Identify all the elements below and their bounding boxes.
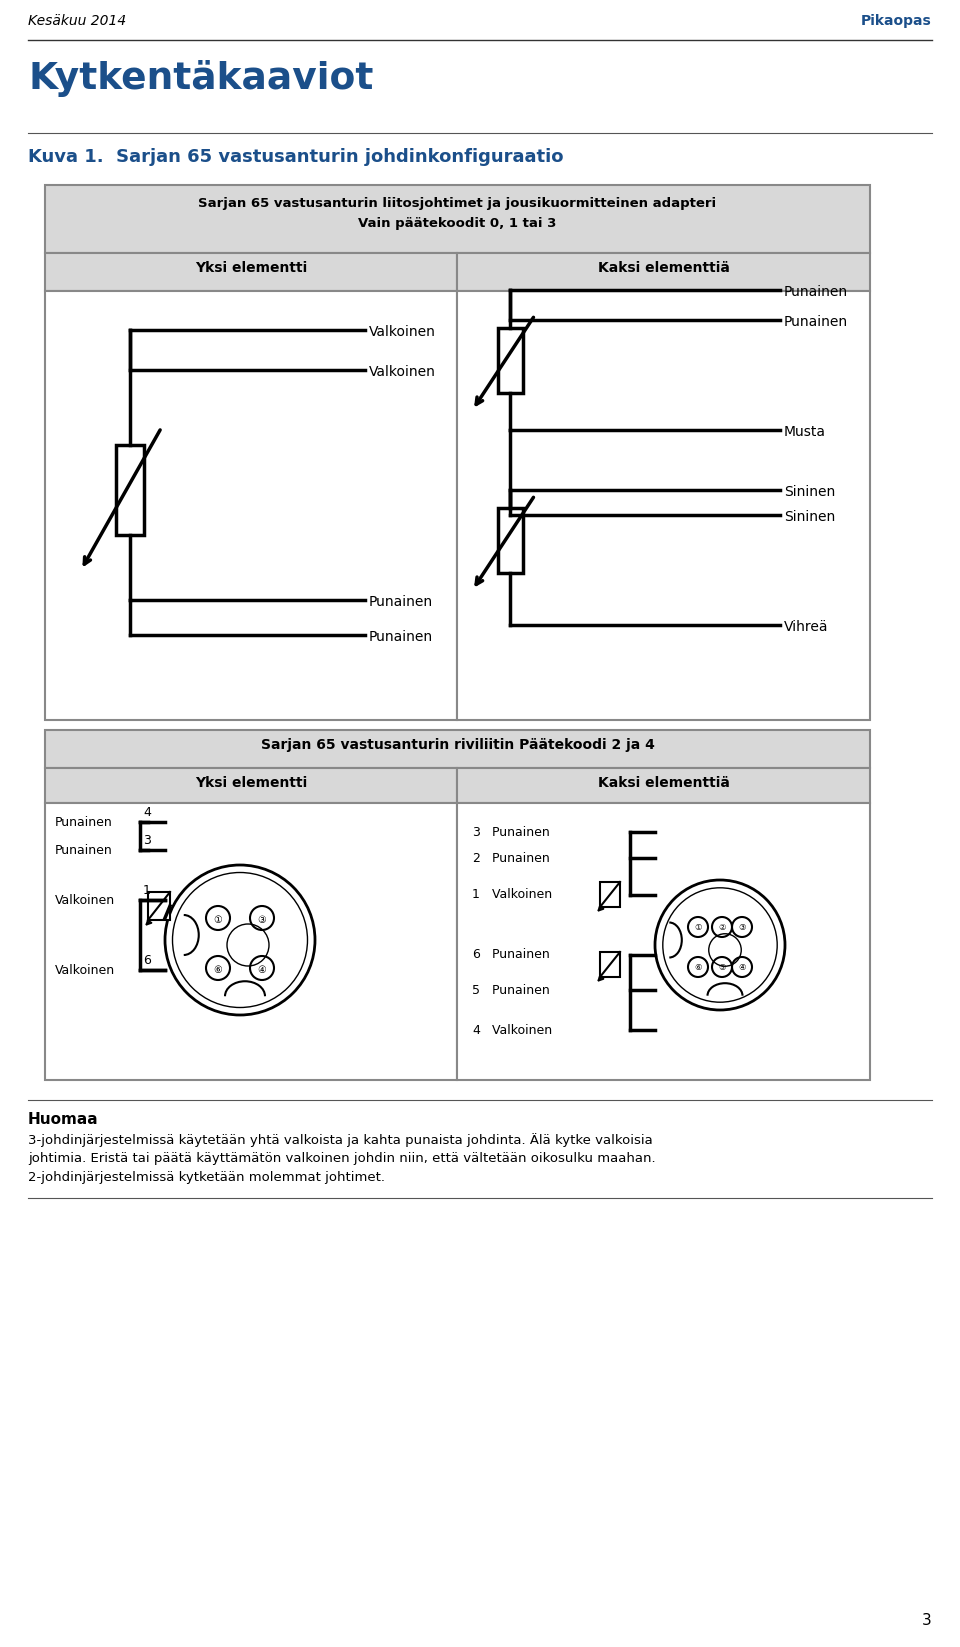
Text: Punainen: Punainen bbox=[484, 825, 550, 838]
Text: Huomaa: Huomaa bbox=[28, 1112, 99, 1127]
Text: johtimia. Eristä tai päätä käyttämätön valkoinen johdin niin, että vältetään oik: johtimia. Eristä tai päätä käyttämätön v… bbox=[28, 1151, 656, 1164]
Bar bbox=[457, 804, 870, 1080]
Text: Valkoinen: Valkoinen bbox=[55, 965, 115, 978]
Text: 2-johdinjärjestelmissä kytketään molemmat johtimet.: 2-johdinjärjestelmissä kytketään molemma… bbox=[28, 1171, 385, 1184]
Text: 3: 3 bbox=[472, 825, 480, 838]
Text: 1: 1 bbox=[472, 888, 480, 901]
Text: Yksi elementti: Yksi elementti bbox=[195, 776, 307, 791]
Bar bbox=[45, 730, 870, 768]
Text: 5: 5 bbox=[472, 983, 480, 996]
Text: Kaksi elementtiä: Kaksi elementtiä bbox=[597, 776, 730, 791]
Bar bbox=[116, 445, 144, 535]
Text: Valkoinen: Valkoinen bbox=[369, 366, 436, 379]
Bar bbox=[45, 184, 870, 254]
Text: ⑤: ⑤ bbox=[718, 963, 726, 972]
Text: ③: ③ bbox=[738, 924, 746, 932]
Bar bbox=[497, 328, 522, 392]
Text: Punainen: Punainen bbox=[55, 817, 112, 830]
Text: 4: 4 bbox=[143, 807, 151, 820]
Text: Sarjan 65 vastusanturin liitosjohtimet ja jousikuormitteinen adapteri: Sarjan 65 vastusanturin liitosjohtimet j… bbox=[199, 198, 716, 211]
Text: ①: ① bbox=[694, 924, 702, 932]
Text: ⑥: ⑥ bbox=[694, 963, 702, 972]
Text: ①: ① bbox=[214, 916, 223, 926]
Text: ④: ④ bbox=[738, 963, 746, 972]
Text: Sininen: Sininen bbox=[784, 511, 835, 524]
Text: Vain päätekoodit 0, 1 tai 3: Vain päätekoodit 0, 1 tai 3 bbox=[358, 217, 557, 231]
Text: Sarjan 65 vastusanturin riviliitin Päätekoodi 2 ja 4: Sarjan 65 vastusanturin riviliitin Pääte… bbox=[260, 738, 655, 753]
Text: 6: 6 bbox=[143, 955, 151, 967]
Bar bbox=[457, 292, 870, 720]
Text: 6: 6 bbox=[472, 949, 480, 962]
Text: 2: 2 bbox=[472, 851, 480, 865]
Text: Punainen: Punainen bbox=[784, 315, 848, 329]
Bar bbox=[148, 893, 170, 921]
Text: ④: ④ bbox=[257, 965, 266, 975]
Text: Punainen: Punainen bbox=[484, 983, 550, 996]
Text: 4: 4 bbox=[472, 1023, 480, 1036]
Text: 3: 3 bbox=[923, 1612, 932, 1627]
Text: Vihreä: Vihreä bbox=[784, 619, 828, 634]
Text: Pikaopas: Pikaopas bbox=[861, 15, 932, 28]
Text: ②: ② bbox=[718, 924, 726, 932]
Text: Kesäkuu 2014: Kesäkuu 2014 bbox=[28, 15, 127, 28]
Text: Punainen: Punainen bbox=[784, 285, 848, 300]
Text: Valkoinen: Valkoinen bbox=[484, 1023, 552, 1036]
Bar bbox=[600, 883, 620, 907]
Text: Punainen: Punainen bbox=[369, 631, 433, 644]
Text: Punainen: Punainen bbox=[55, 845, 112, 858]
Text: Sininen: Sininen bbox=[784, 484, 835, 499]
Bar bbox=[45, 768, 457, 804]
Text: Kaksi elementtiä: Kaksi elementtiä bbox=[597, 260, 730, 275]
Text: Punainen: Punainen bbox=[484, 949, 550, 962]
Text: Valkoinen: Valkoinen bbox=[484, 888, 552, 901]
Text: Kuva 1.  Sarjan 65 vastusanturin johdinkonfiguraatio: Kuva 1. Sarjan 65 vastusanturin johdinko… bbox=[28, 148, 564, 166]
Bar bbox=[45, 254, 457, 292]
Text: ⑥: ⑥ bbox=[214, 965, 223, 975]
Bar bbox=[45, 292, 457, 720]
Text: Valkoinen: Valkoinen bbox=[369, 324, 436, 339]
Text: Musta: Musta bbox=[784, 425, 826, 440]
Text: 3-johdinjärjestelmissä käytetään yhtä valkoista ja kahta punaista johdinta. Älä : 3-johdinjärjestelmissä käytetään yhtä va… bbox=[28, 1133, 653, 1146]
Text: Valkoinen: Valkoinen bbox=[55, 894, 115, 907]
Bar bbox=[457, 254, 870, 292]
Bar bbox=[600, 952, 620, 977]
Text: Kytkentäkaaviot: Kytkentäkaaviot bbox=[28, 59, 373, 97]
Text: Yksi elementti: Yksi elementti bbox=[195, 260, 307, 275]
Bar bbox=[497, 507, 522, 573]
Text: Punainen: Punainen bbox=[484, 851, 550, 865]
Bar bbox=[45, 804, 457, 1080]
Text: 3: 3 bbox=[143, 835, 151, 848]
Text: 1: 1 bbox=[143, 884, 151, 898]
Text: ③: ③ bbox=[257, 916, 266, 926]
Bar bbox=[457, 768, 870, 804]
Text: Punainen: Punainen bbox=[369, 595, 433, 609]
